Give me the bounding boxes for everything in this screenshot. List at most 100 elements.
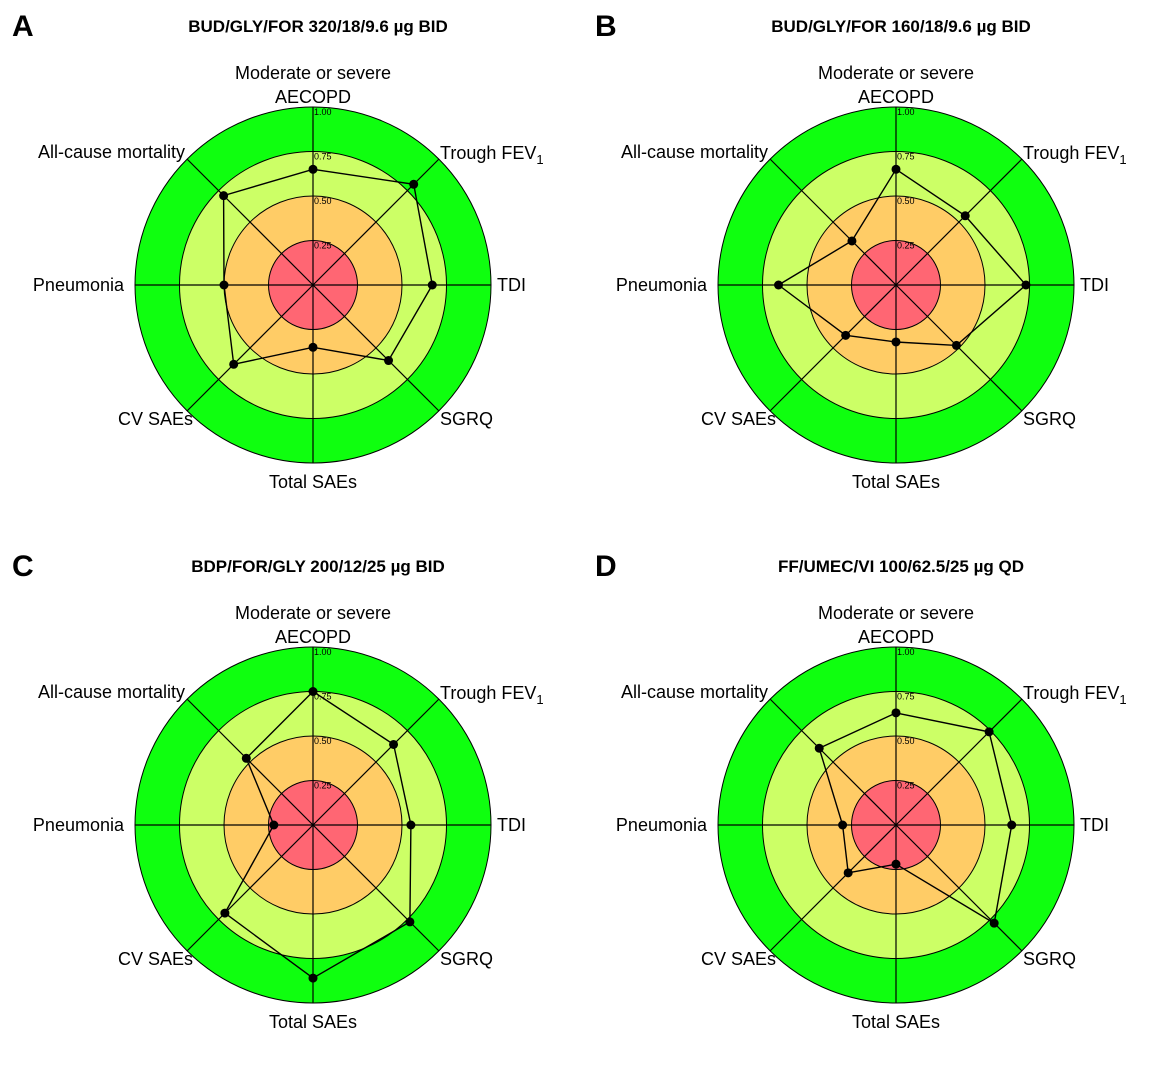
axis-label: Pneumonia (616, 815, 708, 835)
tick-label: 0.50 (314, 736, 332, 746)
spoke (769, 284, 897, 412)
data-point (841, 330, 851, 340)
data-point (384, 356, 394, 366)
spoke (186, 284, 314, 412)
axis-label: Total SAEs (269, 1012, 357, 1032)
tick-label: 0.25 (314, 781, 332, 791)
data-point (989, 918, 999, 928)
data-point (308, 973, 318, 983)
panel-letter: B (595, 10, 617, 43)
tick-label: 1.00 (314, 647, 332, 657)
data-point (891, 859, 901, 869)
panel-letter: A (12, 10, 34, 43)
data-point (1007, 820, 1017, 830)
axis-label: CV SAEs (118, 409, 193, 429)
spoke (769, 158, 897, 286)
axis-label: CV SAEs (701, 409, 776, 429)
tick-label: 0.75 (314, 692, 332, 702)
data-point (951, 340, 961, 350)
panel-letter: C (12, 550, 34, 583)
spoke (895, 158, 1023, 286)
data-point (847, 236, 857, 246)
axis-label: Trough FEV1 (440, 683, 544, 707)
data-point (891, 337, 901, 347)
panel-title: FF/UMEC/VI 100/62.5/25 µg QD (778, 557, 1024, 576)
data-point (843, 868, 853, 878)
data-point (406, 820, 416, 830)
axis-label: CV SAEs (118, 949, 193, 969)
axis-label: CV SAEs (701, 949, 776, 969)
data-point (269, 820, 279, 830)
tick-label: 0.50 (314, 196, 332, 206)
axis-label: TDI (497, 275, 526, 295)
axis-label: TDI (1080, 275, 1109, 295)
axis-label: All-cause mortality (38, 682, 185, 702)
spoke (186, 158, 314, 286)
data-point (389, 739, 399, 749)
tick-label: 0.50 (897, 196, 915, 206)
spoke (312, 284, 440, 412)
data-point (241, 753, 251, 763)
axis-label: All-cause mortality (621, 682, 768, 702)
data-point (984, 727, 994, 737)
tick-label: 0.75 (314, 152, 332, 162)
data-point (409, 179, 419, 189)
data-point (891, 708, 901, 718)
tick-label: 0.25 (897, 241, 915, 251)
axis-label: SGRQ (1023, 949, 1076, 969)
axis-label: All-cause mortality (621, 142, 768, 162)
spoke (312, 698, 440, 826)
axis-label: Moderate or severe AECOPD (235, 63, 391, 107)
spoke (895, 698, 1023, 826)
radar-chart-c: C BDP/FOR/GLY 200/12/25 µg BID 0.25 0.50 0.7… (12, 550, 544, 1032)
data-point (960, 211, 970, 221)
data-point (1021, 280, 1031, 290)
tick-label: 0.75 (897, 692, 915, 702)
axis-label: Total SAEs (852, 472, 940, 492)
data-point (219, 191, 229, 201)
data-point (220, 908, 230, 918)
panel-title: BUD/GLY/FOR 320/18/9.6 µg BID (188, 17, 448, 36)
axis-label: TDI (1080, 815, 1109, 835)
axis-label: Total SAEs (269, 472, 357, 492)
radar-panel-d: D FF/UMEC/VI 100/62.5/25 µg QD 0.25 0.50 0.7… (583, 540, 1166, 1080)
tick-label: 0.25 (314, 241, 332, 251)
spoke (186, 824, 314, 952)
tick-label: 1.00 (897, 647, 915, 657)
radar-chart-b: B BUD/GLY/FOR 160/18/9.6 µg BID 0.25 0.50 0.… (595, 10, 1127, 492)
data-point (814, 743, 824, 753)
axis-label: All-cause mortality (38, 142, 185, 162)
radar-chart-d: D FF/UMEC/VI 100/62.5/25 µg QD 0.25 0.50 0.7… (595, 550, 1127, 1032)
axis-label: Trough FEV1 (1023, 683, 1127, 707)
data-point (838, 820, 848, 830)
spoke (312, 824, 440, 952)
data-point (405, 917, 415, 927)
spoke (769, 698, 897, 826)
tick-label: 0.50 (897, 736, 915, 746)
axis-label: Trough FEV1 (1023, 143, 1127, 167)
axis-label: SGRQ (1023, 409, 1076, 429)
axis-label: SGRQ (440, 949, 493, 969)
data-point (219, 280, 229, 290)
tick-label: 0.75 (897, 152, 915, 162)
axis-label: Moderate or severe AECOPD (235, 603, 391, 647)
data-point (427, 280, 437, 290)
data-point (774, 280, 784, 290)
axis-label: Pneumonia (616, 275, 708, 295)
panel-letter: D (595, 550, 617, 583)
tick-label: 0.25 (897, 781, 915, 791)
tick-label: 1.00 (314, 107, 332, 117)
data-point (308, 342, 318, 352)
data-point (308, 687, 318, 696)
radar-panel-a: A BUD/GLY/FOR 320/18/9.6 µg BID 0.25 0.50 0.… (0, 0, 583, 540)
panel-title: BUD/GLY/FOR 160/18/9.6 µg BID (771, 17, 1031, 36)
radar-chart-a: A BUD/GLY/FOR 320/18/9.6 µg BID 0.25 0.50 0.… (12, 10, 544, 492)
axis-label: Trough FEV1 (440, 143, 544, 167)
radar-panel-c: C BDP/FOR/GLY 200/12/25 µg BID 0.25 0.50 0.7… (0, 540, 583, 1080)
axis-label: Total SAEs (852, 1012, 940, 1032)
data-point (308, 164, 318, 174)
axis-label: SGRQ (440, 409, 493, 429)
tick-label: 1.00 (897, 107, 915, 117)
data-point (891, 164, 901, 174)
axis-label: Moderate or severe AECOPD (818, 63, 974, 107)
